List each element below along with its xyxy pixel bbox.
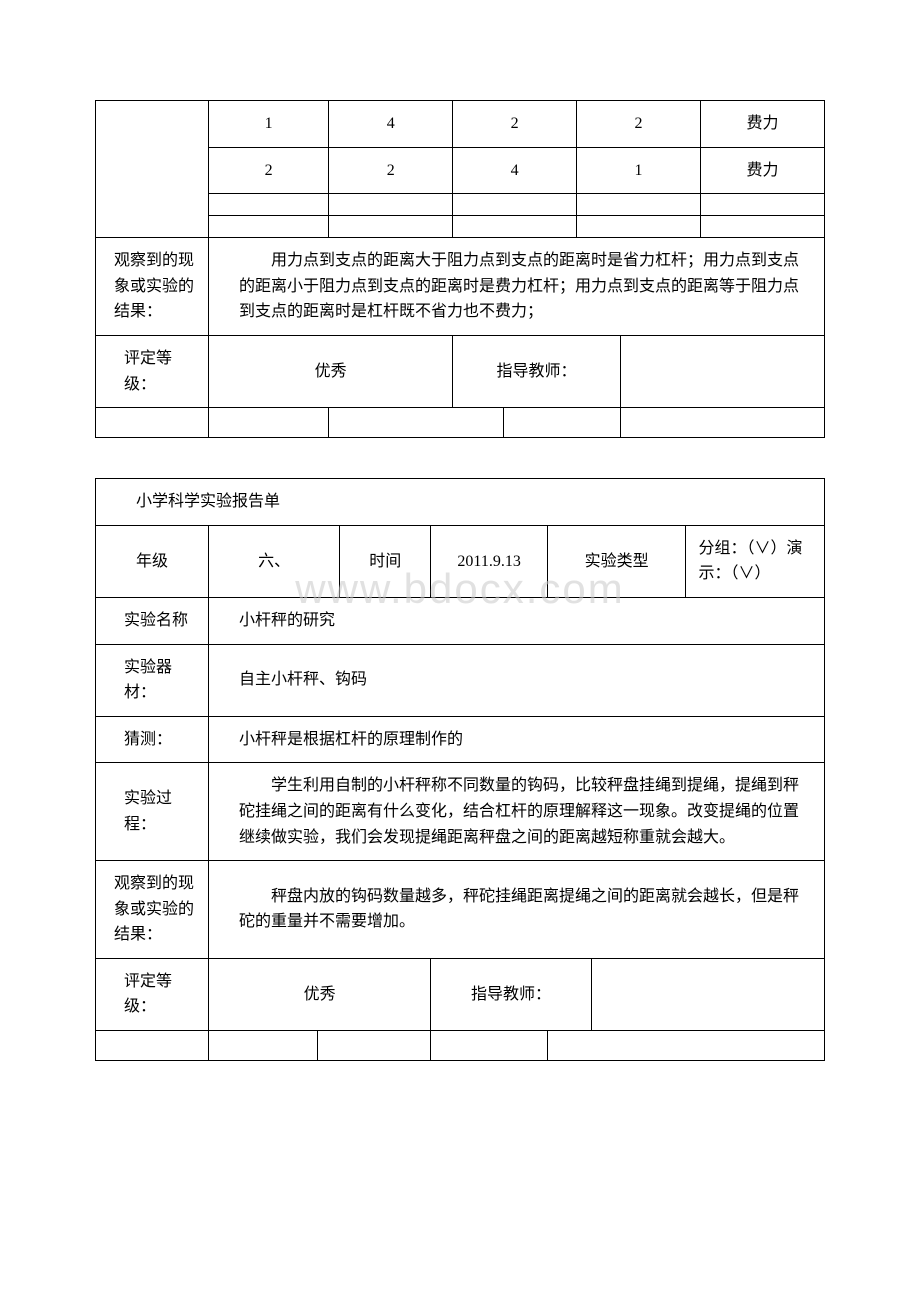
exp-name-value: 小杆秤的研究 bbox=[208, 597, 824, 644]
cell: 4 bbox=[329, 101, 453, 148]
observation-label: 观察到的现象或实验的结果： bbox=[96, 238, 209, 336]
exp-name-row: 实验名称 小杆秤的研究 bbox=[96, 597, 825, 644]
rating-row: 评定等级： 优秀 指导教师： bbox=[96, 335, 825, 407]
observation-row: 观察到的现象或实验的结果： 秤盘内放的钩码数量越多，秤砣挂绳距离提绳之间的距离就… bbox=[96, 861, 825, 959]
observation-label: 观察到的现象或实验的结果： bbox=[96, 861, 209, 959]
rating-value: 优秀 bbox=[208, 958, 430, 1030]
cell: 费力 bbox=[701, 147, 825, 194]
process-label: 实验过程： bbox=[96, 763, 209, 861]
data-row-1: 1 4 2 2 费力 bbox=[96, 101, 825, 148]
cell: 4 bbox=[453, 147, 577, 194]
grade-label: 年级 bbox=[96, 525, 209, 597]
guess-value: 小杆秤是根据杠杆的原理制作的 bbox=[208, 716, 824, 763]
cell: 2 bbox=[577, 101, 701, 148]
cell: 1 bbox=[208, 101, 328, 148]
cell: 2 bbox=[453, 101, 577, 148]
cell: 2 bbox=[329, 147, 453, 194]
observation-row: 观察到的现象或实验的结果： 用力点到支点的距离大于阻力点到支点的距离时是省力杠杆… bbox=[96, 238, 825, 336]
cell: 费力 bbox=[701, 101, 825, 148]
process-value: 学生利用自制的小杆秤称不同数量的钩码，比较秤盘挂绳到提绳，提绳到秤砣挂绳之间的距… bbox=[208, 763, 824, 861]
report-title: 小学科学实验报告单 bbox=[96, 479, 825, 526]
exp-name-label: 实验名称 bbox=[96, 597, 209, 644]
footer-empty-row bbox=[96, 408, 825, 438]
process-row: 实验过程： 学生利用自制的小杆秤称不同数量的钩码，比较秤盘挂绳到提绳，提绳到秤砣… bbox=[96, 763, 825, 861]
rating-value: 优秀 bbox=[208, 335, 452, 407]
teacher-label: 指导教师： bbox=[453, 335, 621, 407]
cell: 1 bbox=[577, 147, 701, 194]
rating-label: 评定等级： bbox=[96, 958, 209, 1030]
time-value: 2011.9.13 bbox=[431, 525, 548, 597]
teacher-value bbox=[591, 958, 824, 1030]
observation-value: 秤盘内放的钩码数量越多，秤砣挂绳距离提绳之间的距离就会越长，但是秤砣的重量并不需… bbox=[208, 861, 824, 959]
equip-value: 自主小杆秤、钩码 bbox=[208, 644, 824, 716]
guess-label: 猜测： bbox=[96, 716, 209, 763]
teacher-value bbox=[620, 335, 824, 407]
grade-value: 六、 bbox=[208, 525, 339, 597]
rating-row: 评定等级： 优秀 指导教师： bbox=[96, 958, 825, 1030]
rating-label: 评定等级： bbox=[96, 335, 209, 407]
equip-row: 实验器材： 自主小杆秤、钩码 bbox=[96, 644, 825, 716]
experiment-table-1: 1 4 2 2 费力 2 2 4 1 费力 观察到的现象或实验的结果： 用力点到… bbox=[95, 100, 825, 438]
type-value: 分组：（∨）演示：（∨） bbox=[686, 525, 825, 597]
title-row: 小学科学实验报告单 bbox=[96, 479, 825, 526]
time-label: 时间 bbox=[340, 525, 431, 597]
teacher-label: 指导教师： bbox=[431, 958, 591, 1030]
equip-label: 实验器材： bbox=[96, 644, 209, 716]
guess-row: 猜测： 小杆秤是根据杠杆的原理制作的 bbox=[96, 716, 825, 763]
observation-text: 用力点到支点的距离大于阻力点到支点的距离时是省力杠杆；用力点到支点的距离小于阻力… bbox=[208, 238, 824, 336]
experiment-table-2: 小学科学实验报告单 年级 六、 时间 2011.9.13 实验类型 分组：（∨）… bbox=[95, 478, 825, 1061]
type-label: 实验类型 bbox=[547, 525, 686, 597]
cell: 2 bbox=[208, 147, 328, 194]
header-row: 年级 六、 时间 2011.9.13 实验类型 分组：（∨）演示：（∨） bbox=[96, 525, 825, 597]
footer-empty-row bbox=[96, 1031, 825, 1061]
